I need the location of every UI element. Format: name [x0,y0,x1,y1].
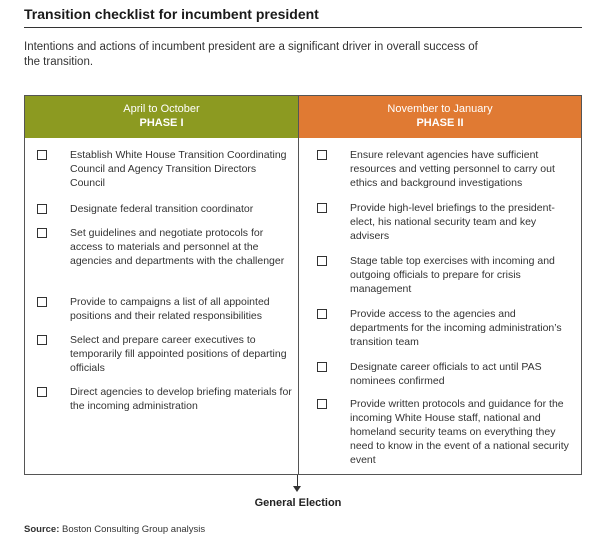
checklist-item-text: Ensure relevant agencies have sufficient… [350,149,555,189]
source-text: Boston Consulting Group analysis [62,524,206,535]
checklist-item: Provide high-level briefings to the pres… [317,201,572,254]
checkbox[interactable] [37,335,47,345]
title-rule [24,27,582,28]
phase-2-label: PHASE II [416,117,464,129]
checklist-item: Stage table top exercises with incoming … [317,254,572,307]
checklist-item-text: Set guidelines and negotiate protocols f… [70,227,285,267]
phase-2-list: Ensure relevant agencies have sufficient… [317,148,572,472]
checklist-item: Ensure relevant agencies have sufficient… [317,148,572,201]
checkbox[interactable] [317,399,327,409]
checklist-item-text: Provide written protocols and guidance f… [350,398,569,466]
checklist-item-text: Provide to campaigns a list of all appoi… [70,296,270,322]
checklist-item-text: Provide access to the agencies and depar… [350,308,562,348]
checklist-item-text: Direct agencies to develop briefing mate… [70,386,292,412]
phase-2-header: November to January PHASE II [299,96,581,138]
checkbox[interactable] [317,150,327,160]
checkbox[interactable] [317,362,327,372]
phase-1-list: Establish White House Transition Coordin… [37,148,292,415]
checklist-item: Designate career officials to act until … [317,360,572,397]
checklist-item: Establish White House Transition Coordin… [37,148,292,202]
checklist-item: Designate federal transition coordinator [37,202,292,226]
phase-1-dates: April to October [123,103,200,115]
checklist-item-text: Provide high-level briefings to the pres… [350,202,555,242]
milestone-label: General Election [254,497,342,509]
timeline-stem [297,475,298,487]
checkbox[interactable] [37,150,47,160]
checklist-item-text: Select and prepare career executives to … [70,334,287,374]
checklist-item: Provide to campaigns a list of all appoi… [37,295,292,333]
source-label: Source: [24,524,60,535]
arrow-down-icon [293,486,301,492]
checkbox[interactable] [37,387,47,397]
phase-divider [298,96,299,474]
phase-2-dates: November to January [387,103,493,115]
checkbox[interactable] [37,228,47,238]
checklist-item-text: Establish White House Transition Coordin… [70,149,287,189]
checklist-item: Set guidelines and negotiate protocols f… [37,226,292,295]
checkbox[interactable] [317,309,327,319]
checklist-item-text: Designate federal transition coordinator [70,203,254,215]
source-note: Source: Boston Consulting Group analysis [24,524,205,535]
checklist-item-text: Designate career officials to act until … [350,361,542,387]
checklist-item: Provide access to the agencies and depar… [317,307,572,360]
checklist-item: Select and prepare career executives to … [37,333,292,385]
checklist-item-text: Stage table top exercises with incoming … [350,255,555,295]
checkbox[interactable] [37,297,47,307]
checkbox[interactable] [317,203,327,213]
checkbox[interactable] [37,204,47,214]
checklist-table: April to October PHASE I November to Jan… [24,95,582,475]
phase-1-header: April to October PHASE I [25,96,298,138]
phase-1-label: PHASE I [139,117,184,129]
intro-text: Intentions and actions of incumbent pres… [24,41,478,68]
page-title: Transition checklist for incumbent presi… [24,6,319,22]
checklist-item: Provide written protocols and guidance f… [317,397,572,472]
checkbox[interactable] [317,256,327,266]
checklist-item: Direct agencies to develop briefing mate… [37,385,292,415]
